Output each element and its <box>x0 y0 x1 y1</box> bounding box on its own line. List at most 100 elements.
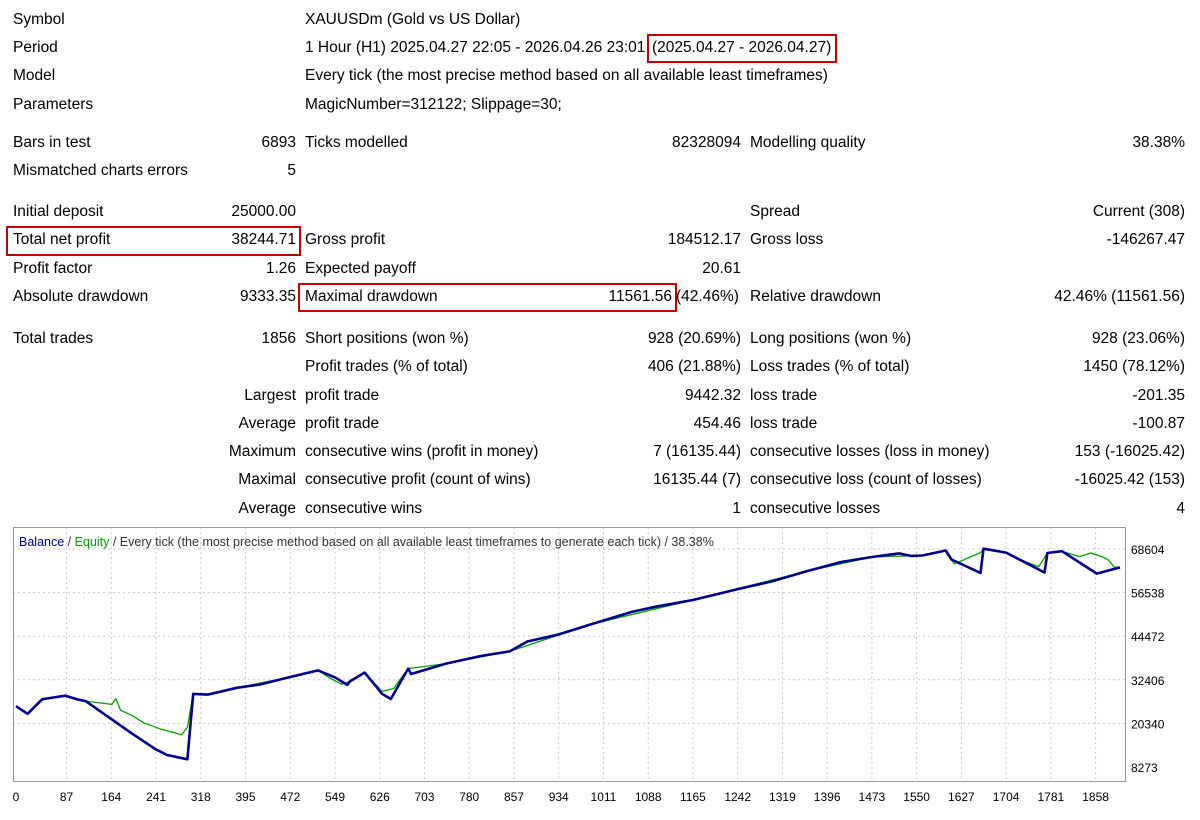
max-consecutive-wins-value: 7 (16135.44) <box>653 443 741 460</box>
profit-trades-label: Profit trades (% of total) <box>305 358 468 375</box>
quality-label: Modelling quality <box>750 134 866 151</box>
x-tick-label: 241 <box>146 790 166 804</box>
x-tick-label: 626 <box>370 790 390 804</box>
period-range-highlight <box>647 34 837 63</box>
ticks-label: Ticks modelled <box>305 134 408 151</box>
y-tick-label: 44472 <box>1131 630 1165 644</box>
period-range: (2025.04.27 - 2026.04.27) <box>652 39 832 56</box>
average-loss-value: -100.87 <box>1132 415 1185 432</box>
largest-profit-value: 9442.32 <box>684 387 741 404</box>
legend-balance: Balance <box>19 535 64 549</box>
loss-trades-value: 1450 (78.12%) <box>1083 358 1185 375</box>
symbol-label: Symbol <box>13 11 65 28</box>
x-tick-label: 549 <box>325 790 345 804</box>
relative-drawdown-value: 42.46% (11561.56) <box>1054 288 1185 305</box>
maximal-label: Maximal <box>238 471 296 488</box>
mismatch-label: Mismatched charts errors <box>13 162 188 179</box>
absolute-drawdown-value: 9333.35 <box>239 288 296 305</box>
mismatch-value: 5 <box>287 162 296 179</box>
short-positions-value: 928 (20.69%) <box>647 330 741 347</box>
average-consecutive-wins-value: 1 <box>732 500 741 517</box>
x-tick-label: 87 <box>60 790 74 804</box>
average-profit-label: profit trade <box>305 415 380 432</box>
loss-trades-label: Loss trades (% of total) <box>750 358 910 375</box>
net-profit-label: Total net profit <box>13 231 111 248</box>
chart-frame <box>13 527 1126 782</box>
chart-grid <box>13 527 1125 781</box>
x-tick-label: 1550 <box>903 790 930 804</box>
max-consecutive-wins-label: consecutive wins (profit in money) <box>305 443 539 460</box>
profit-factor-value: 1.26 <box>265 260 296 277</box>
x-tick-label: 1088 <box>635 790 662 804</box>
legend-equity: Equity <box>75 535 110 549</box>
gross-loss-value: -146267.47 <box>1106 231 1185 248</box>
largest-profit-label: profit trade <box>305 387 380 404</box>
x-tick-labels: 0 87 164 241 318 395 472 549 626 703 780 857 934 1011… <box>13 790 1110 804</box>
maximal-consecutive-profit-label: consecutive profit (count of wins) <box>305 471 531 488</box>
balance-series-line <box>15 547 1121 761</box>
max-consecutive-losses-value: 153 (-16025.42) <box>1074 443 1185 460</box>
deposit-label: Initial deposit <box>13 203 104 220</box>
average-profit-value: 454.46 <box>693 415 741 432</box>
largest-label: Largest <box>244 387 296 404</box>
x-tick-label: 1319 <box>769 790 796 804</box>
maximal-drawdown-value: 11561.56 <box>608 288 673 305</box>
period-value: 1 Hour (H1) 2025.04.27 22:05 - 2026.04.2… <box>305 39 646 56</box>
ticks-value: 82328094 <box>672 134 741 151</box>
relative-drawdown-label: Relative drawdown <box>750 288 881 305</box>
expected-payoff-value: 20.61 <box>702 260 741 277</box>
x-tick-label: 1011 <box>591 790 617 804</box>
bars-label: Bars in test <box>13 134 91 151</box>
maximal-consecutive-profit-value: 16135.44 (7) <box>653 471 741 488</box>
quality-value: 38.38% <box>1132 134 1185 151</box>
deposit-value: 25000.00 <box>231 203 296 220</box>
y-tick-label: 8273 <box>1131 761 1158 775</box>
profit-trades-value: 406 (21.88%) <box>647 358 741 375</box>
x-tick-label: 318 <box>191 790 211 804</box>
net-profit-value: 38244.71 <box>231 231 296 248</box>
chart-lines <box>15 547 1121 761</box>
spread-value: Current (308) <box>1092 203 1185 220</box>
y-tick-label: 20340 <box>1131 717 1165 731</box>
equity-series-line <box>15 548 1121 736</box>
x-tick-label: 857 <box>504 790 524 804</box>
long-positions-label: Long positions (won %) <box>750 330 912 347</box>
x-tick-label: 395 <box>236 790 256 804</box>
y-tick-labels: 8273 20340 32406 44472 56538 68604 <box>1131 543 1165 775</box>
average-consecutive-wins-label: consecutive wins <box>305 500 423 517</box>
average-loss-label: loss trade <box>750 415 818 432</box>
largest-loss-value: -201.35 <box>1132 387 1185 404</box>
model-value: Every tick (the most precise method base… <box>305 67 828 84</box>
average-consecutive-losses-value: 4 <box>1176 500 1185 517</box>
average-consecutive-losses-label: consecutive losses <box>750 500 881 517</box>
bars-value: 6893 <box>261 134 296 151</box>
average-consecutive-label: Average <box>238 500 296 517</box>
absolute-drawdown-label: Absolute drawdown <box>13 288 149 305</box>
period-label: Period <box>13 39 58 56</box>
x-tick-label: 1242 <box>724 790 751 804</box>
maximal-drawdown-highlight <box>298 283 677 312</box>
x-tick-label: 1396 <box>814 790 841 804</box>
x-tick-label: 780 <box>459 790 479 804</box>
max-consecutive-losses-label: consecutive losses (loss in money) <box>750 443 990 460</box>
chart-svg: 8273 20340 32406 44472 56538 68604 0 87 164 241 3… <box>13 527 1165 804</box>
largest-loss-label: loss trade <box>750 387 818 404</box>
gross-profit-label: Gross profit <box>305 231 386 248</box>
maximal-drawdown-label: Maximal drawdown <box>305 288 438 305</box>
x-tick-label: 1473 <box>859 790 886 804</box>
x-tick-label: 1858 <box>1082 790 1109 804</box>
legend-description: / Every tick (the most precise method ba… <box>109 535 713 549</box>
profit-factor-label: Profit factor <box>13 260 93 277</box>
symbol-value: XAUUSDm (Gold vs US Dollar) <box>305 11 521 28</box>
spread-label: Spread <box>750 203 800 220</box>
balance-equity-chart: 8273 20340 32406 44472 56538 68604 0 87 164 241 3… <box>13 527 1189 815</box>
maximal-drawdown-percent: (42.46%) <box>676 288 739 305</box>
short-positions-label: Short positions (won %) <box>305 330 469 347</box>
x-tick-label: 164 <box>101 790 121 804</box>
total-trades-value: 1856 <box>261 330 296 347</box>
gross-profit-value: 184512.17 <box>667 231 741 248</box>
y-tick-label: 56538 <box>1131 587 1165 601</box>
x-tick-label: 1704 <box>993 790 1020 804</box>
x-tick-label: 1781 <box>1038 790 1065 804</box>
y-tick-label: 32406 <box>1131 674 1165 688</box>
